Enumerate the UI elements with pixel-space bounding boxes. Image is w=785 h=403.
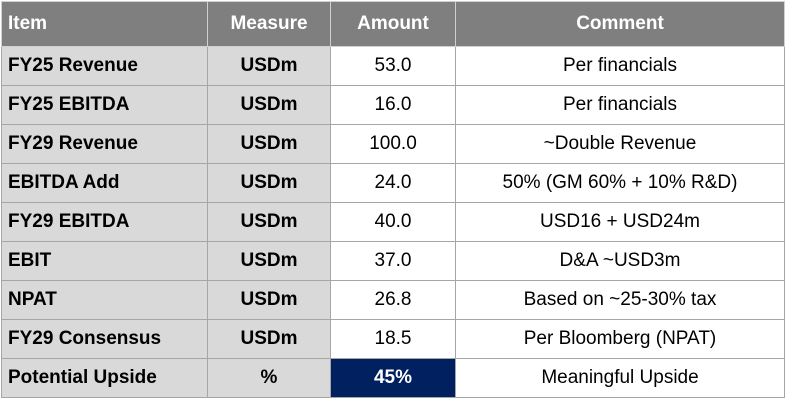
table-cell: NPAT — [1, 280, 208, 320]
table-body: FY25 Revenue USDm 53.0 Per financials FY25 E… — [1, 46, 785, 398]
table-cell: FY29 Revenue — [1, 124, 208, 164]
table-cell: USDm — [207, 46, 331, 86]
table-cell: Per Bloomberg (NPAT) — [455, 319, 785, 359]
header-cell: Amount — [330, 1, 456, 47]
table-cell: EBITDA Add — [1, 163, 208, 203]
table-cell: FY25 EBITDA — [1, 85, 208, 125]
header-cell: Measure — [207, 1, 331, 47]
table-cell: USDm — [207, 202, 331, 242]
table-cell: Based on ~25-30% tax — [455, 280, 785, 320]
table-cell: 16.0 — [330, 85, 456, 125]
table-cell: FY29 Consensus — [1, 319, 208, 359]
table-row: FY25 Revenue USDm 53.0 Per financials — [1, 46, 785, 86]
table-row: FY25 EBITDA USDm 16.0 Per financials — [1, 85, 785, 125]
table-cell: EBIT — [1, 241, 208, 281]
table-cell: USD16 + USD24m — [455, 202, 785, 242]
table-row: FY29 Consensus USDm 18.5 Per Bloomberg (NPA… — [1, 319, 785, 359]
table-cell: 24.0 — [330, 163, 456, 203]
table-cell: USDm — [207, 241, 331, 281]
table-cell: D&A ~USD3m — [455, 241, 785, 281]
header-cell: Item — [1, 1, 208, 47]
table-row: EBIT USDm 37.0 D&A ~USD3m — [1, 241, 785, 281]
table-cell: Per financials — [455, 46, 785, 86]
table-cell: Per financials — [455, 85, 785, 125]
table-cell: FY25 Revenue — [1, 46, 208, 86]
table-cell: 37.0 — [330, 241, 456, 281]
table-row: FY29 EBITDA USDm 40.0 USD16 + USD24m — [1, 202, 785, 242]
table-cell: Meaningful Upside — [455, 358, 785, 398]
table-cell: USDm — [207, 163, 331, 203]
table-row: FY29 Revenue USDm 100.0 ~Double Revenue — [1, 124, 785, 164]
header-cell: Comment — [455, 1, 785, 47]
table-cell: 100.0 — [330, 124, 456, 164]
table-cell: FY29 EBITDA — [1, 202, 208, 242]
table-cell: 45% — [330, 358, 456, 398]
table-cell: USDm — [207, 319, 331, 359]
table-cell: 26.8 — [330, 280, 456, 320]
table-row: EBITDA Add USDm 24.0 50% (GM 60% + 10% R&D) — [1, 163, 785, 203]
table-cell: 53.0 — [330, 46, 456, 86]
table-cell: USDm — [207, 124, 331, 164]
table-cell: 18.5 — [330, 319, 456, 359]
table-cell: 50% (GM 60% + 10% R&D) — [455, 163, 785, 203]
table-row: NPAT USDm 26.8 Based on ~25-30% tax — [1, 280, 785, 320]
table-row: Potential Upside% 45% Meaningful Upside — [1, 358, 785, 398]
table-cell: % — [207, 358, 331, 398]
header-row: Item Measure Amount Comment — [1, 1, 785, 47]
table-cell: USDm — [207, 280, 331, 320]
table-cell: ~Double Revenue — [455, 124, 785, 164]
table-cell: USDm — [207, 85, 331, 125]
table-cell: Potential Upside — [1, 358, 208, 398]
table-header: Item Measure Amount Comment — [1, 1, 785, 47]
table-cell: 40.0 — [330, 202, 456, 242]
